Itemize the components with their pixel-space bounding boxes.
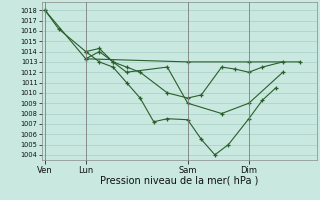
- X-axis label: Pression niveau de la mer( hPa ): Pression niveau de la mer( hPa ): [100, 176, 258, 186]
